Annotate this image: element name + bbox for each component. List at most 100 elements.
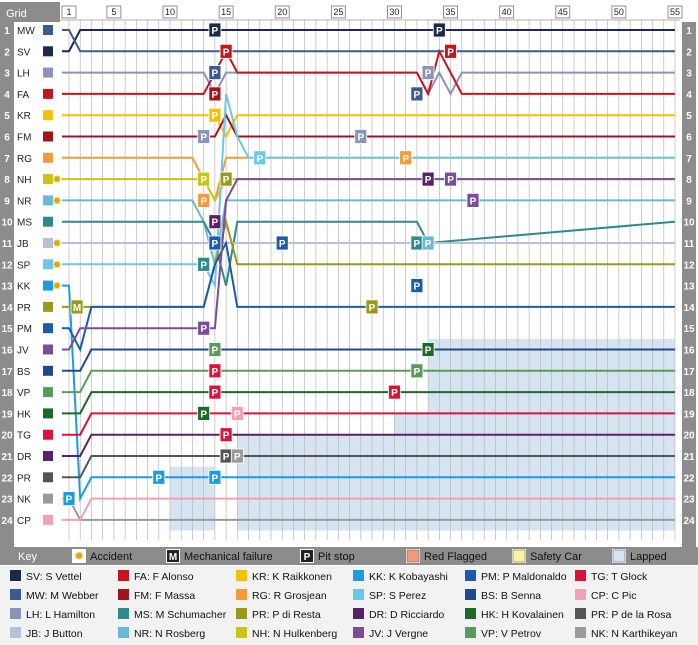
position-number-left: 7 — [4, 154, 10, 165]
left-position-column — [0, 22, 14, 547]
driver-legend: SV: S Vettel FA: F Alonso KR: K Raikkonen K… — [0, 566, 698, 645]
pit-stop-marker: P — [208, 469, 222, 485]
legend-swatch — [465, 589, 476, 600]
pit-stop-marker: P — [208, 214, 222, 230]
grid-color-swatch — [43, 387, 53, 398]
legend-swatch — [236, 589, 247, 600]
legend-label: BS: B Senna — [481, 590, 541, 602]
lap-tick-box — [443, 5, 458, 19]
accident-icon: ✹ — [52, 194, 61, 207]
pit-stop-box — [208, 342, 222, 357]
position-number-right: 10 — [683, 218, 695, 229]
pit-stop-box — [421, 171, 435, 187]
legend-label: MS: M Schumacher — [134, 609, 227, 621]
position-number-right: 7 — [686, 154, 692, 165]
key-color-swatch — [406, 549, 420, 563]
pit-stop-box — [410, 363, 424, 379]
grid-color-swatch — [43, 493, 53, 504]
pit-stop-marker: P — [444, 43, 457, 59]
grid-color-swatch — [43, 216, 53, 227]
position-number-left: 18 — [1, 388, 13, 399]
grid-driver-code: TG — [17, 431, 31, 442]
key-item-label: Accident — [90, 551, 132, 563]
legend-swatch — [353, 570, 364, 581]
pit-stop-marker: P — [421, 65, 435, 80]
grid-driver-code: JV — [17, 346, 29, 357]
pit-stop-box — [219, 427, 233, 443]
legend-label: RG: R Grosjean — [252, 590, 327, 602]
pit-stop-glyph: P — [155, 473, 162, 484]
grid-color-swatch — [43, 152, 53, 163]
position-number-left: 23 — [1, 495, 13, 506]
lap-tick-box — [555, 5, 571, 19]
pit-stop-box — [219, 43, 233, 59]
pit-stop-marker: P — [197, 405, 211, 421]
grid-driver-code: MW — [17, 26, 35, 37]
position-number-left: 14 — [1, 303, 13, 314]
pit-stop-marker: P — [421, 171, 435, 187]
position-number-right: 13 — [683, 282, 695, 293]
pit-stop-box — [208, 107, 222, 123]
position-number-left: 4 — [4, 90, 10, 101]
lap-tick-label: 55 — [670, 7, 680, 17]
legend-label: JB: J Button — [26, 628, 83, 640]
pit-stop-glyph: P — [369, 303, 376, 314]
grid-color-swatch — [43, 472, 53, 483]
pit-stop-glyph: P — [425, 346, 432, 357]
legend-swatch — [575, 608, 586, 619]
pit-stop-marker: P — [197, 256, 211, 272]
pit-stop-marker: P — [197, 320, 211, 336]
grid-driver-code: LH — [17, 69, 30, 80]
pit-stop-box — [410, 278, 424, 294]
pit-stop-marker: P — [354, 129, 368, 144]
position-number-right: 20 — [683, 431, 695, 442]
grid-header: Grid — [6, 8, 27, 20]
pit-stop-glyph: P — [212, 388, 219, 399]
grid-color-swatch — [43, 323, 53, 334]
grid-driver-code: KR — [17, 111, 31, 122]
position-number-right: 11 — [684, 239, 695, 250]
pit-stop-marker: P — [410, 235, 424, 251]
position-number-left: 3 — [4, 69, 10, 80]
pit-stop-glyph: P — [223, 175, 230, 186]
pit-stop-box — [230, 448, 244, 464]
pit-stop-box — [466, 192, 480, 208]
accident-key-icon: ✹ — [74, 549, 84, 563]
lap-tick-label: 25 — [333, 7, 343, 17]
series-line-pm — [62, 239, 675, 353]
grid-color-swatch — [43, 280, 53, 291]
position-number-right: 14 — [683, 303, 695, 314]
pit-stop-marker: P — [197, 171, 211, 187]
lap-tick-label: 5 — [111, 7, 116, 17]
pit-stop-box — [208, 22, 222, 38]
pit-stop-box — [230, 405, 244, 421]
pit-stop-glyph: P — [200, 175, 207, 186]
legend-label: PM: P Maldonaldo — [481, 571, 567, 583]
position-number-right: 17 — [683, 367, 695, 378]
grid-driver-code: PR — [17, 303, 31, 314]
pit-stop-glyph: P — [414, 282, 421, 293]
grid-driver-code: FA — [17, 90, 30, 101]
lap-tick-box — [106, 5, 122, 19]
position-number-right: 22 — [683, 473, 695, 484]
lap-tick-label: 30 — [389, 7, 399, 17]
lap-tick-box — [499, 5, 515, 19]
pit-stop-box — [421, 342, 435, 357]
legend-label: LH: L Hamilton — [26, 609, 95, 621]
accident-icon: ✹ — [52, 258, 61, 271]
lap-tick-box — [611, 5, 627, 19]
pit-stop-glyph: P — [212, 239, 219, 250]
pit-stop-glyph: P — [391, 388, 398, 399]
pit-stop-glyph: P — [234, 452, 241, 463]
pit-stop-box — [253, 150, 267, 166]
legend-swatch — [575, 570, 586, 581]
position-number-right: 23 — [683, 495, 695, 506]
position-number-left: 11 — [2, 239, 13, 250]
pit-stop-marker: P — [219, 448, 233, 464]
pit-stop-marker: P — [230, 448, 244, 464]
lap-tick-label: 45 — [558, 7, 568, 17]
pit-stop-marker: P — [410, 86, 424, 102]
key-glyph: M — [169, 552, 177, 563]
pit-stop-marker: P — [466, 192, 480, 208]
